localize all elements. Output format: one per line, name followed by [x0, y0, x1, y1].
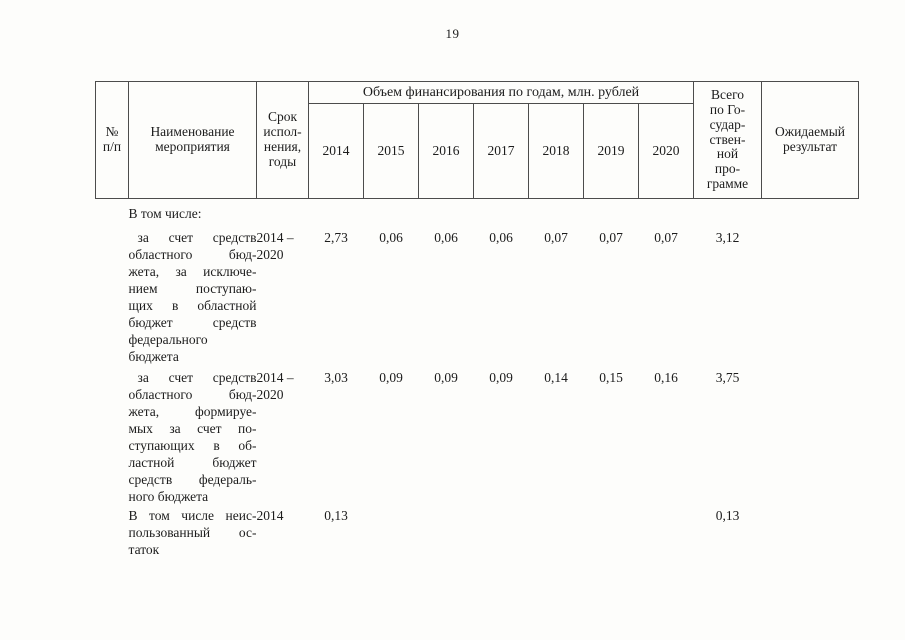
row-value-cell: 2,73 [324, 230, 348, 245]
num-column-header: № п/п [95, 81, 129, 199]
row-name-cell: В том числе неис-пользованный ос-таток [129, 505, 257, 558]
row-value-cell: 0,09 [489, 370, 513, 385]
page-number: 19 [445, 26, 460, 41]
name-line: бюджет средств [128, 315, 257, 330]
row-value-cell [364, 505, 419, 558]
row-value-cell [474, 199, 529, 223]
row-total-cell: 3,75 [715, 370, 740, 385]
row-result-cell [762, 365, 859, 505]
financing-table: № п/п Наименование мероприятия Срок испо… [95, 81, 859, 558]
row-total-cell: 3,12 [715, 230, 740, 245]
row-result-cell [762, 199, 859, 223]
name-line: жета, формируе- [128, 404, 257, 419]
name-line: щих в областной [128, 298, 257, 313]
row-value-cell: 0,06 [379, 230, 403, 245]
row-value-cell: 0,13 [324, 508, 348, 523]
row-value-cell [419, 505, 474, 558]
result-column-header: Ожидаемый результат [761, 81, 859, 199]
row-term-cell: 2014 [256, 508, 284, 523]
row-value-cell [639, 505, 694, 558]
funding-group-header: Объем финансирования по годам, млн. рубл… [308, 81, 694, 104]
name-line: В том числе: [128, 206, 202, 221]
row-value-cell: 0,07 [599, 230, 623, 245]
name-column-header: Наименование мероприятия [128, 81, 257, 199]
table-row: за счет средств областного бюд-жета, за и… [96, 222, 859, 365]
row-value-cell: 0,15 [599, 370, 623, 385]
name-line: за счет средств [137, 230, 257, 245]
name-line: В том числе неис- [128, 508, 257, 523]
name-line: за счет средств [137, 370, 257, 385]
row-value-cell: 0,07 [544, 230, 568, 245]
name-line: федерального [128, 332, 208, 347]
table-row: В том числе неис-пользованный ос-таток 20… [96, 505, 859, 558]
name-line: ступающих в об- [128, 438, 257, 453]
table-header: № п/п Наименование мероприятия Срок испо… [95, 81, 859, 199]
term-column-header: Срок испол- нения, годы [256, 81, 309, 199]
name-line: средств федераль- [128, 472, 257, 487]
row-num-cell [96, 365, 129, 505]
year-header: 2019 [583, 103, 639, 199]
name-line: ного бюджета [128, 489, 209, 504]
row-value-cell: 0,09 [434, 370, 458, 385]
row-num-cell [96, 199, 129, 223]
row-num-cell [96, 222, 129, 365]
name-line: мых за счет по- [128, 421, 257, 436]
row-value-cell: 0,14 [544, 370, 568, 385]
name-line: бюджета [128, 349, 179, 364]
name-line: областного бюд- [128, 247, 257, 262]
row-term-cell: 2014 – 2020 [256, 370, 294, 402]
row-name-cell: В том числе: [129, 199, 257, 223]
year-header-row: 2014 2015 2016 2017 2018 2019 2020 [96, 103, 859, 199]
name-line: жета, за исключе- [128, 264, 257, 279]
row-value-cell [364, 199, 419, 223]
row-value-cell: 0,16 [654, 370, 678, 385]
year-header: 2015 [363, 103, 419, 199]
row-value-cell: 0,06 [434, 230, 458, 245]
row-total-cell [694, 199, 762, 223]
table-row: за счет средств областного бюд-жета, форм… [96, 365, 859, 505]
name-line: пользованный ос- [128, 525, 257, 540]
row-value-cell [474, 505, 529, 558]
name-line: областного бюд- [128, 387, 257, 402]
row-value-cell [529, 505, 584, 558]
name-line: ластной бюджет [128, 455, 257, 470]
row-value-cell: 3,03 [324, 370, 348, 385]
row-value-cell [639, 199, 694, 223]
row-value-cell [309, 199, 364, 223]
table-row: В том числе: [96, 199, 859, 223]
row-value-cell: 0,07 [654, 230, 678, 245]
year-header: 2016 [418, 103, 474, 199]
row-result-cell [762, 505, 859, 558]
row-num-cell [96, 505, 129, 558]
row-total-cell: 0,13 [715, 508, 740, 523]
row-value-cell: 0,09 [379, 370, 403, 385]
year-header: 2018 [528, 103, 584, 199]
row-value-cell [529, 199, 584, 223]
name-line: нием поступаю- [128, 281, 257, 296]
row-name-cell: за счет средств областного бюд-жета, за и… [129, 222, 257, 365]
row-term-cell [257, 199, 309, 223]
row-result-cell [762, 222, 859, 365]
year-header: 2020 [638, 103, 694, 199]
name-line: таток [128, 542, 160, 557]
year-header: 2017 [473, 103, 529, 199]
table-body: В том числе: за счет средств областного бю… [96, 199, 859, 559]
row-value-cell: 0,06 [489, 230, 513, 245]
year-header: 2014 [308, 103, 364, 199]
row-value-cell [584, 199, 639, 223]
row-name-cell: за счет средств областного бюд-жета, форм… [129, 365, 257, 505]
row-value-cell [419, 199, 474, 223]
total-column-header: Всего по Го- судар- ствен- ной про- грам… [693, 81, 762, 199]
row-value-cell [584, 505, 639, 558]
row-term-cell: 2014 – 2020 [256, 230, 294, 262]
